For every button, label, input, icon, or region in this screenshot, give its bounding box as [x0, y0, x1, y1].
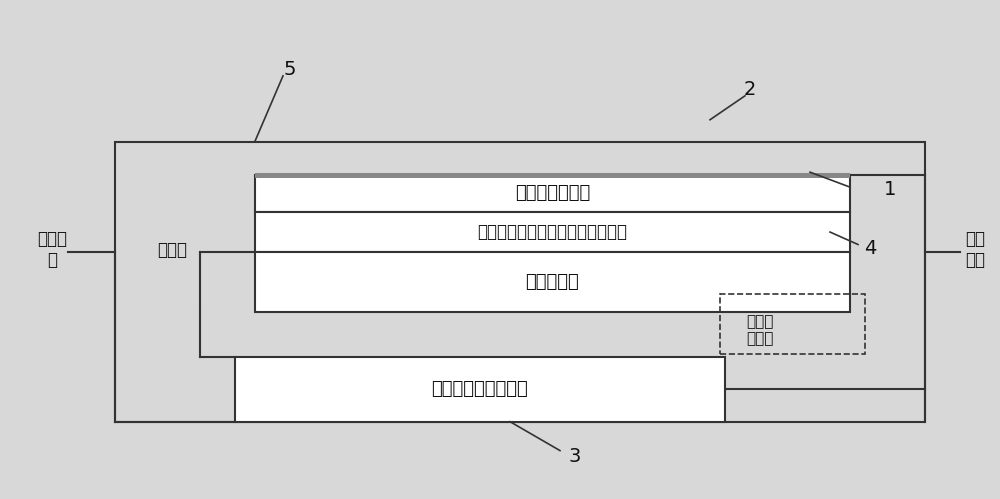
- Bar: [255, 173, 850, 178]
- Text: 含无机电致发光粉的透明绝缘胶层: 含无机电致发光粉的透明绝缘胶层: [478, 223, 628, 241]
- Text: 交流电
压信号: 交流电 压信号: [746, 314, 774, 346]
- Text: 激励
信号: 激励 信号: [965, 230, 985, 269]
- Text: 交流信
号: 交流信 号: [37, 230, 67, 269]
- Text: 5: 5: [284, 60, 296, 79]
- Text: 1: 1: [884, 180, 896, 199]
- Text: 被测电路板: 被测电路板: [526, 273, 579, 291]
- Bar: [235, 357, 725, 422]
- Bar: [720, 294, 865, 354]
- Bar: [255, 252, 850, 312]
- Text: 可调电源与控制模块: 可调电源与控制模块: [432, 380, 528, 398]
- Text: 3: 3: [569, 447, 581, 466]
- Bar: [115, 142, 925, 422]
- Bar: [255, 175, 850, 212]
- Text: 信号地: 信号地: [157, 241, 187, 258]
- Bar: [255, 212, 850, 252]
- Text: 透明导电涂料层: 透明导电涂料层: [515, 184, 590, 203]
- Text: 2: 2: [744, 80, 756, 99]
- Text: 4: 4: [864, 239, 876, 257]
